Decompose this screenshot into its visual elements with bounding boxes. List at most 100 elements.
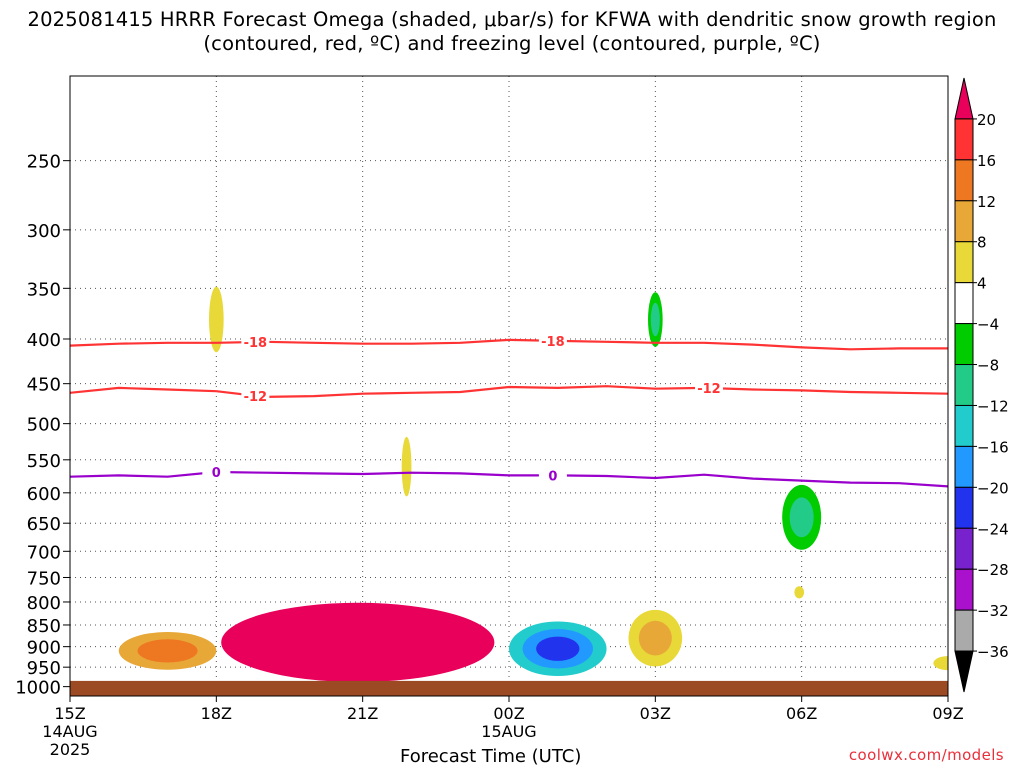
x-tick-label: 09Z	[932, 704, 963, 723]
omega-region	[401, 436, 412, 497]
contour-label: 0	[212, 466, 221, 481]
y-tick-label: 550	[27, 451, 61, 472]
x-tick-sublabel: 14AUG	[42, 722, 97, 741]
contour-label-bg	[241, 387, 270, 403]
contour-label: 0	[548, 469, 557, 484]
omega-region	[118, 631, 217, 670]
colorbar-segment	[954, 527, 974, 570]
x-tick-sublabel: 2025	[50, 740, 91, 759]
omega-region	[628, 609, 683, 667]
x-tick-sublabel: 15AUG	[481, 722, 536, 741]
colorbar-segment	[954, 404, 974, 447]
credit-link[interactable]: coolwx.com/models	[848, 746, 1004, 764]
colorbar-segment	[954, 200, 974, 243]
colorbar-label: 4	[977, 275, 987, 293]
y-tick-label: 850	[27, 616, 61, 637]
y-tick-label: 500	[27, 415, 61, 436]
colorbar-label: −28	[977, 561, 1009, 579]
omega-shade-level	[638, 620, 672, 656]
omega-shade-level	[933, 656, 948, 671]
colorbar-segment	[954, 445, 974, 488]
colorbar-label: −32	[977, 602, 1009, 620]
x-axis-label: Forecast Time (UTC)	[400, 746, 582, 767]
contour-labels: -18 -18 -12 -12 0 0	[202, 332, 723, 484]
y-tick-label: 750	[27, 568, 61, 589]
contour-label: -12	[244, 390, 268, 405]
omega-shade-level	[209, 286, 224, 353]
omega-shade-level	[137, 639, 198, 663]
y-tick-label: 400	[27, 330, 61, 351]
colorbar-segment	[954, 609, 974, 652]
contour-label-bg	[202, 464, 231, 480]
y-axis-ticks: 2503003504004505005506006507007508008509…	[15, 152, 70, 699]
colorbar-segment	[954, 650, 974, 693]
colorbar-label: −20	[977, 479, 1009, 497]
omega-shade-level	[794, 586, 805, 599]
x-tick-label: 06Z	[786, 704, 817, 723]
omega-region	[509, 621, 607, 677]
y-tick-label: 450	[27, 375, 61, 396]
omega-region	[648, 292, 663, 347]
contour-label-bg	[538, 332, 567, 348]
contour-label: -18	[541, 335, 565, 350]
colorbar-label: −8	[977, 357, 999, 375]
colorbar-segment	[954, 241, 974, 284]
omega-region	[782, 484, 822, 550]
contour-label-bg	[241, 334, 270, 350]
x-tick-label: 21Z	[347, 704, 378, 723]
y-tick-label: 650	[27, 514, 61, 535]
y-tick-label: 950	[27, 658, 61, 679]
colorbar-segment	[954, 486, 974, 529]
x-tick-label: 15Z	[54, 704, 85, 723]
ground-below-surface	[70, 680, 948, 696]
contour-label: -18	[244, 336, 268, 351]
omega-shade-level	[789, 497, 814, 538]
omega-shade-level	[401, 436, 412, 497]
colorbar-segment	[954, 77, 974, 120]
chart-title: 2025081415 HRRR Forecast Omega (shaded, …	[27, 8, 997, 55]
omega-shading	[118, 286, 948, 683]
contour-label: -12	[697, 382, 721, 397]
contour-line	[70, 470, 948, 488]
contour-line	[70, 338, 948, 351]
contour-label-bg	[538, 467, 567, 483]
contour-line	[70, 385, 948, 399]
contour-label-bg	[694, 380, 723, 396]
omega-shade-level	[650, 302, 660, 337]
colorbar-label: 16	[977, 152, 996, 170]
colorbar-segment	[954, 118, 974, 161]
colorbar-label: 20	[977, 111, 996, 129]
colorbar-segment	[954, 568, 974, 611]
colorbar-segment	[954, 159, 974, 202]
colorbar-label: 8	[977, 234, 987, 252]
y-tick-label: 250	[27, 152, 61, 173]
x-tick-label: 18Z	[201, 704, 232, 723]
omega-shade-level	[536, 636, 580, 661]
omega-region	[209, 286, 224, 353]
colorbar-label: −36	[977, 643, 1009, 661]
x-tick-label: 03Z	[640, 704, 671, 723]
x-tick-label: 00Z	[493, 704, 524, 723]
y-tick-label: 350	[27, 279, 61, 300]
y-tick-label: 600	[27, 484, 61, 505]
colorbar-segment	[954, 323, 974, 366]
colorbar: 20 16 12 8 4 −4 −8 −12 −16 −20 −24 −28 −32 −36	[954, 77, 1009, 693]
colorbar-label: −4	[977, 316, 999, 334]
y-tick-label: 1000	[15, 678, 61, 699]
colorbar-segment	[954, 282, 974, 325]
colorbar-label: −12	[977, 397, 1009, 415]
omega-shade-level	[273, 618, 442, 667]
omega-region	[794, 586, 805, 599]
y-tick-label: 800	[27, 593, 61, 614]
y-tick-label: 300	[27, 221, 61, 242]
colorbar-label: −24	[977, 520, 1009, 538]
omega-region	[933, 656, 948, 671]
y-tick-label: 900	[27, 638, 61, 659]
colorbar-label: −16	[977, 438, 1009, 456]
colorbar-label: 12	[977, 193, 996, 211]
colorbar-segment	[954, 364, 974, 406]
y-tick-label: 700	[27, 542, 61, 563]
omega-region	[221, 602, 495, 683]
